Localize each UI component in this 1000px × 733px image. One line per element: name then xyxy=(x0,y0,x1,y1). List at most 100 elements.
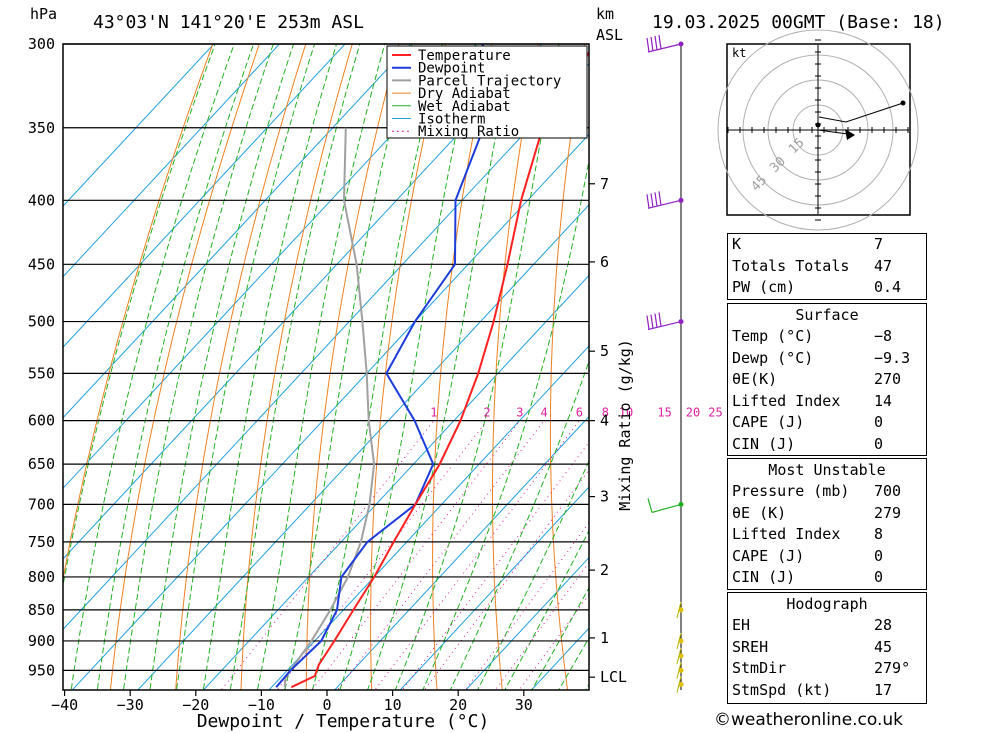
wet-adiabat-line xyxy=(122,44,274,690)
height-tick-label: LCL xyxy=(600,668,627,686)
parcel-trajectory-line xyxy=(283,127,376,688)
temperature-tick-label: −40 xyxy=(51,696,78,714)
pressure-tick-label: 500 xyxy=(28,313,55,331)
pressure-tick-label: 300 xyxy=(28,35,55,53)
temperature-tick-label: 0 xyxy=(322,696,331,714)
wind-barb xyxy=(646,312,682,331)
row-value: 0 xyxy=(874,568,884,586)
wind-barb xyxy=(676,676,682,693)
row-label: K xyxy=(732,235,742,253)
wet-adiabat-line xyxy=(284,44,413,690)
mixing-ratio-line xyxy=(401,441,589,690)
temperature-tick-label: −30 xyxy=(117,696,144,714)
plot-frame xyxy=(62,43,590,691)
wet-adiabat-line xyxy=(256,44,386,690)
table-row: CIN (J) 0 xyxy=(728,567,926,589)
dry-adiabat-line xyxy=(370,44,446,690)
row-label: StmSpd (kt) xyxy=(732,680,832,699)
isotherm-line xyxy=(63,44,346,348)
row-value: 17 xyxy=(874,680,893,699)
dry-adiabat-line xyxy=(549,44,586,690)
row-value: 0.4 xyxy=(874,278,902,296)
indices-table: K 7 Totals Totals 47 PW (cm) 0.4 xyxy=(727,233,927,300)
pressure-tick-label: 800 xyxy=(28,568,55,586)
table-row: Temp (°C) −8 xyxy=(728,326,926,348)
row-label: Lifted Index xyxy=(732,391,841,410)
temperature-tick-label: −20 xyxy=(182,696,209,714)
table-row: Dewp (°C) −9.3 xyxy=(728,348,926,370)
chart-header: hPa 43°03'N 141°20'E 253m ASL km ASL 19.… xyxy=(30,5,945,44)
mixing-ratio-label: 4 xyxy=(540,406,547,420)
row-label: StmDir xyxy=(732,659,787,677)
row-value: 47 xyxy=(874,256,893,275)
row-label: PW (cm) xyxy=(732,278,796,296)
legend-entry: Isotherm xyxy=(418,112,485,128)
hodograph-trace xyxy=(818,102,904,123)
mixing-ratio-label: 2 xyxy=(483,406,490,420)
mixing-ratio-line xyxy=(374,420,580,690)
pressure-tick-label: 700 xyxy=(28,495,55,513)
wind-barb xyxy=(676,647,682,664)
height-tick-label: 7 xyxy=(600,175,609,193)
row-value: 0 xyxy=(874,434,884,453)
dry-adiabat-line xyxy=(63,44,214,583)
pressure-tick-label: 900 xyxy=(28,632,55,650)
forecast-datetime: 19.03.2025 00GMT (Base: 18) xyxy=(652,12,945,33)
table-row: PW (cm) 0.4 xyxy=(728,277,926,299)
row-label: Pressure (mb) xyxy=(732,482,850,500)
dry-adiabat-line xyxy=(240,44,353,690)
pressure-tick-label: 350 xyxy=(28,119,55,137)
table-row: CAPE (J) 0 xyxy=(728,412,926,434)
wet-adiabat-line xyxy=(449,359,589,690)
x-axis-label: Dewpoint / Temperature (°C) xyxy=(197,711,490,732)
table-row: Pressure (mb) 700 xyxy=(728,481,926,503)
row-label: EH xyxy=(732,616,751,634)
wet-adiabat-line xyxy=(149,44,294,690)
surface-table: Surface Temp (°C) −8 Dewp (°C) −9.3 θE(K) 270… xyxy=(727,303,927,456)
pressure-tick-label: 550 xyxy=(28,364,55,382)
temperature-line xyxy=(290,50,589,689)
table-row: StmDir 279° xyxy=(728,658,926,680)
pressure-tick-label: 750 xyxy=(28,533,55,551)
table-row: CAPE (J) 0 xyxy=(728,546,926,568)
height-tick-label: 6 xyxy=(600,253,609,271)
row-label: Totals Totals xyxy=(732,256,850,275)
wind-barb xyxy=(676,662,682,679)
row-value: 279 xyxy=(874,503,902,522)
isotherm-line xyxy=(268,345,589,690)
wind-barb xyxy=(646,191,682,209)
pressure-tick-label: 400 xyxy=(28,191,55,209)
row-label: Temp (°C) xyxy=(732,327,814,345)
mixing-ratio-axis-label: Mixing Ratio (g/kg) xyxy=(616,339,634,511)
mixing-ratio-label: 8 xyxy=(602,406,609,420)
mixing-ratio-label: 1 xyxy=(430,406,437,420)
storm-motion-arrow xyxy=(845,129,855,140)
wind-barb xyxy=(647,498,682,513)
table-row: EH 28 xyxy=(728,615,926,637)
wet-adiabat-line xyxy=(477,459,589,690)
dewpoint-line xyxy=(275,44,485,688)
temperature-tick-label: 30 xyxy=(515,696,533,714)
wet-adiabat-line xyxy=(175,44,316,690)
row-label: SREH xyxy=(732,637,769,656)
isotherm-line xyxy=(399,486,589,690)
legend-entry: Temperature xyxy=(418,48,511,64)
mixing-ratio-label: 6 xyxy=(576,406,583,420)
isotherm-line xyxy=(63,44,215,207)
mixing-ratio-line xyxy=(494,561,589,690)
row-value: −9.3 xyxy=(874,348,911,367)
height-tick-label: 4 xyxy=(600,412,609,430)
wind-barb xyxy=(676,632,682,650)
row-value: −8 xyxy=(874,327,893,345)
height-tick-label: 3 xyxy=(600,488,609,506)
table-row: CIN (J) 0 xyxy=(728,434,926,456)
wind-profile xyxy=(646,34,684,693)
legend-entry: Wet Adiabat xyxy=(418,99,511,115)
row-label: CIN (J) xyxy=(732,434,796,453)
table-row: SREH 45 xyxy=(728,637,926,659)
hodograph-point xyxy=(900,100,906,106)
row-value: 700 xyxy=(874,482,902,500)
hodograph-point xyxy=(815,122,821,128)
storm-motion-vector xyxy=(817,129,849,135)
